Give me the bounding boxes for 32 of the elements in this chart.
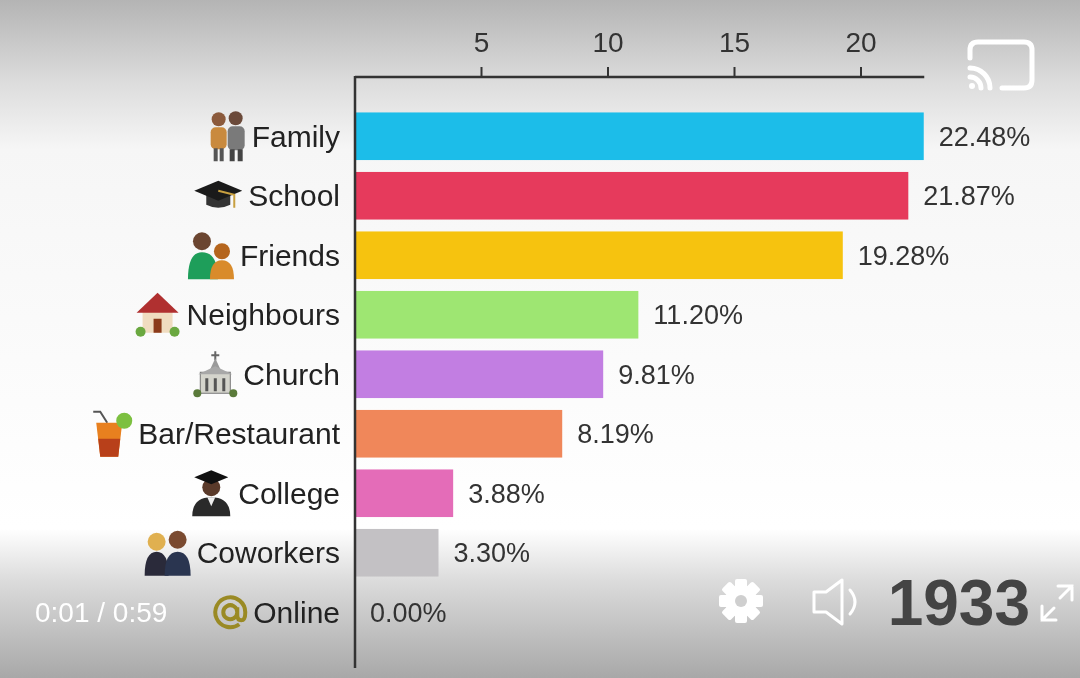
y-tick-label: Friends bbox=[239, 238, 340, 272]
y-tick-label: College bbox=[238, 476, 340, 510]
x-tick-label: 15 bbox=[718, 27, 751, 58]
data-label: 3.30% bbox=[453, 538, 531, 569]
y-tick-label: Family bbox=[251, 119, 340, 153]
x-tick-label: 10 bbox=[592, 27, 624, 58]
data-label: 19.28% bbox=[857, 240, 950, 271]
bar bbox=[355, 469, 454, 518]
data-label: 9.81% bbox=[618, 359, 695, 390]
y-tick-label: School bbox=[248, 179, 340, 213]
y-tick-label: Church bbox=[243, 357, 340, 391]
data-label: 0.00% bbox=[370, 597, 447, 628]
data-label: 21.87% bbox=[923, 181, 1015, 212]
y-tick-label: Online bbox=[253, 595, 340, 629]
bar bbox=[355, 290, 639, 339]
data-label: 11.20% bbox=[653, 300, 743, 331]
x-tick-label: 20 bbox=[845, 27, 877, 58]
annotation: 1933 bbox=[887, 567, 1030, 639]
bar bbox=[355, 112, 924, 161]
data-label: 3.88% bbox=[468, 478, 545, 509]
bar bbox=[355, 350, 604, 399]
data-label: 8.19% bbox=[577, 419, 654, 450]
y-tick-label: Bar/Restaurant bbox=[138, 417, 341, 451]
y-tick-label: Coworkers bbox=[196, 536, 340, 570]
bar bbox=[355, 231, 843, 280]
bar bbox=[355, 528, 439, 577]
y-tick-label: Neighbours bbox=[186, 298, 340, 332]
x-tick-label: 5 bbox=[473, 27, 490, 58]
bar bbox=[355, 171, 909, 220]
data-label: 22.48% bbox=[938, 121, 1031, 152]
text: 0:01 / 0:59 bbox=[35, 597, 168, 628]
bar bbox=[355, 409, 563, 458]
